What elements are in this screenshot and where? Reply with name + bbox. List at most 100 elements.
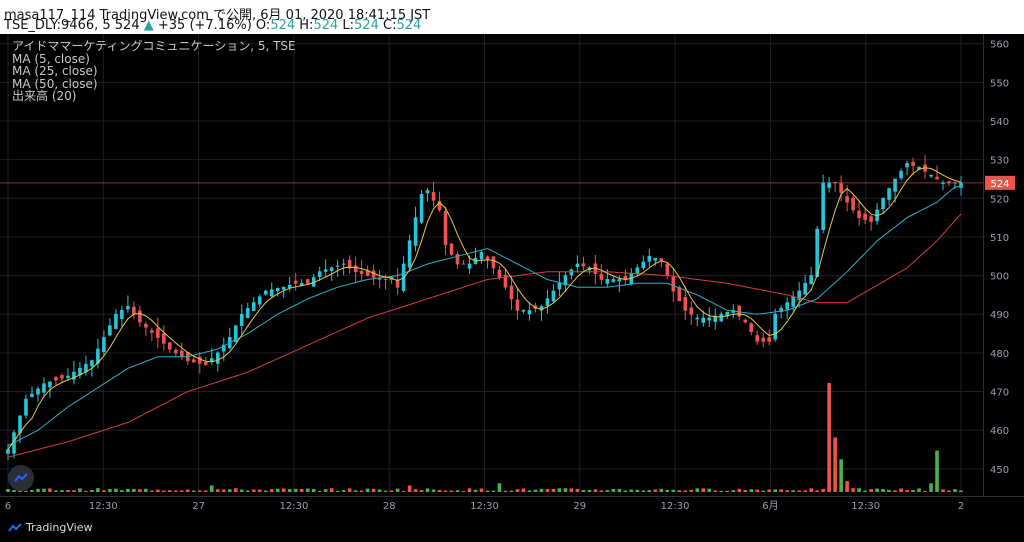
candle-body bbox=[803, 282, 807, 295]
chart-grid bbox=[0, 34, 983, 492]
candle-body bbox=[120, 309, 124, 319]
volume-bar bbox=[221, 489, 226, 492]
volume-bars bbox=[6, 382, 963, 492]
volume-bar bbox=[78, 488, 82, 492]
candle-body bbox=[36, 388, 40, 395]
volume-bar bbox=[809, 488, 813, 492]
candle-body bbox=[611, 279, 616, 283]
volume-bar bbox=[899, 488, 903, 492]
volume-bar bbox=[383, 490, 388, 492]
volume-bar bbox=[683, 490, 688, 492]
candle-body bbox=[443, 211, 448, 246]
candle-body bbox=[599, 273, 604, 280]
candle-body bbox=[539, 306, 544, 311]
price-chart[interactable]: 560 550 540 530 520 510 500 490 480 470 460 450 6 12… bbox=[0, 34, 1024, 514]
candle-body bbox=[785, 302, 789, 310]
volume-bar bbox=[353, 490, 358, 492]
volume-bar bbox=[66, 489, 70, 492]
candle-body bbox=[293, 280, 298, 284]
volume-bar bbox=[629, 489, 634, 492]
candle-body bbox=[377, 278, 382, 280]
candle-body bbox=[455, 254, 460, 265]
volume-bar bbox=[635, 489, 640, 492]
time-axis-border bbox=[0, 496, 1024, 497]
volume-bar bbox=[707, 488, 712, 492]
time-tick-label: 2 bbox=[958, 501, 964, 512]
volume-bar bbox=[497, 483, 502, 492]
volume-bar bbox=[695, 488, 700, 492]
open-label: O: bbox=[255, 18, 271, 33]
volume-bar bbox=[857, 488, 861, 492]
candle-body bbox=[18, 415, 22, 434]
candle-body bbox=[935, 176, 939, 180]
candle-body bbox=[707, 317, 712, 321]
candle-body bbox=[761, 337, 766, 342]
candle-body bbox=[545, 298, 550, 306]
candle-body bbox=[48, 381, 52, 388]
candle-body bbox=[72, 371, 76, 380]
tradingview-badge[interactable] bbox=[8, 465, 34, 491]
volume-bar bbox=[150, 490, 154, 492]
ma25-line bbox=[7, 186, 961, 447]
price-axis-border bbox=[983, 34, 984, 496]
candle-body bbox=[857, 210, 861, 219]
candle-body bbox=[773, 313, 777, 340]
close-value: 524 bbox=[396, 18, 422, 33]
volume-bar bbox=[263, 490, 268, 492]
tradingview-brand[interactable]: TradingView bbox=[8, 521, 92, 534]
volume-bar bbox=[215, 489, 220, 492]
volume-bar bbox=[209, 485, 214, 492]
chart-header: masa117_114 TradingView.com で公開, 6月 01, … bbox=[0, 0, 1024, 34]
volume-bar bbox=[863, 490, 867, 492]
volume-bar bbox=[389, 490, 394, 492]
time-tick-label: 12:30 bbox=[470, 501, 499, 512]
candle-body bbox=[323, 269, 328, 272]
time-tick-label: 27 bbox=[192, 501, 205, 512]
legend-ma50: MA (50, close) bbox=[12, 76, 98, 91]
candle-body bbox=[365, 270, 370, 276]
volume-bar bbox=[48, 488, 52, 492]
candle-body bbox=[887, 188, 891, 200]
candle-body bbox=[407, 240, 412, 268]
candle-body bbox=[527, 309, 532, 315]
volume-bar bbox=[539, 488, 544, 492]
volume-bar bbox=[545, 489, 550, 492]
legend-symbol: アイドママーケティングコミュニケーション, 5, TSE bbox=[12, 39, 296, 53]
price-tick-label: 560 bbox=[990, 40, 1009, 51]
volume-bar bbox=[401, 490, 406, 492]
candle-body bbox=[78, 367, 82, 376]
legend-volume: 出来高 (20) bbox=[12, 89, 77, 103]
volume-bar bbox=[138, 489, 142, 492]
candle-body bbox=[6, 449, 10, 454]
candle-body bbox=[617, 279, 622, 282]
volume-bar bbox=[299, 488, 304, 492]
candle-body bbox=[138, 310, 142, 323]
volume-bar bbox=[377, 489, 382, 492]
volume-bar bbox=[665, 489, 670, 492]
volume-bar bbox=[30, 490, 34, 492]
volume-bar bbox=[947, 490, 951, 492]
volume-bar bbox=[467, 488, 472, 492]
candle-body bbox=[689, 307, 694, 315]
volume-bar bbox=[197, 490, 202, 492]
candle-body bbox=[30, 393, 34, 397]
volume-bar bbox=[60, 490, 64, 492]
volume-bar bbox=[677, 490, 682, 492]
volume-bar bbox=[479, 488, 484, 492]
volume-bar bbox=[791, 490, 795, 492]
volume-bar bbox=[755, 489, 760, 492]
volume-bar bbox=[617, 488, 622, 492]
volume-bar bbox=[719, 490, 724, 492]
candle-body bbox=[209, 358, 214, 363]
volume-bar bbox=[923, 490, 927, 492]
candle-body bbox=[917, 167, 921, 170]
symbol-info: TSE_DLY:9466, 5 524 bbox=[4, 18, 140, 33]
volume-bar bbox=[701, 488, 706, 492]
candle-body bbox=[683, 297, 688, 311]
price-tick-label: 530 bbox=[990, 156, 1009, 167]
ohlc-line: TSE_DLY:9466, 5 524 ▲ +35 (+7.16%) O:524… bbox=[4, 18, 421, 33]
candle-body bbox=[671, 275, 676, 292]
candle-body bbox=[929, 174, 933, 177]
volume-bar bbox=[120, 490, 124, 492]
candle-body bbox=[299, 282, 304, 286]
